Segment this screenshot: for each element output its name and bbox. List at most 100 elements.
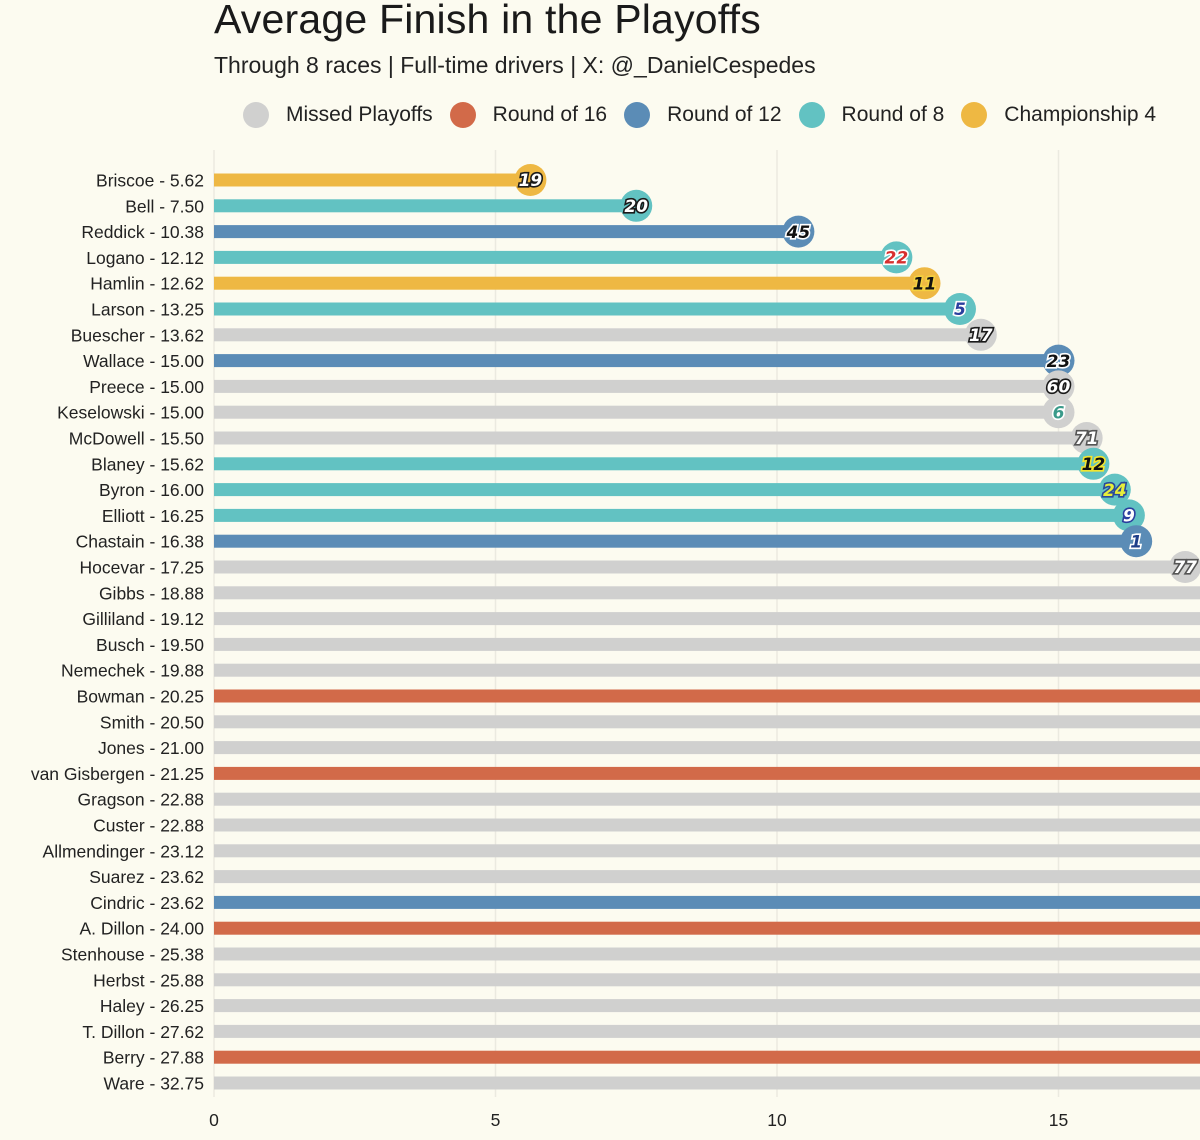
bar-a-dillon [214, 921, 1200, 935]
car-number-chastain: 1 [1130, 532, 1142, 552]
bar-row-hamlin: Hamlin - 12.62 11 [90, 267, 941, 300]
bar-row-chastain: Chastain - 16.38 1 [76, 525, 1153, 558]
car-number-badge-reddick [782, 215, 815, 248]
car-number-larson: 5 [954, 300, 966, 320]
bar-haley [214, 999, 1200, 1013]
y-label-nemechek: Nemechek - 19.88 [61, 661, 204, 681]
bar-row-briscoe: Briscoe - 5.62 19 [96, 164, 547, 196]
bar-nemechek [214, 663, 1200, 677]
bar-row-busch: Busch - 19.508 [96, 635, 1200, 655]
car-number-badge-preece [1042, 370, 1075, 403]
bar-herbst [214, 973, 1200, 987]
bar-wallace [214, 354, 1059, 368]
car-number-badge-hocevar [1169, 551, 1200, 583]
bar-row-gragson: Gragson - 22.884 [78, 790, 1200, 810]
car-number-badge-larson [943, 293, 976, 325]
x-tick-label-10: 10 [767, 1110, 787, 1130]
bar-row-a-dillon: A. Dillon - 24.003 [79, 919, 1200, 939]
chart-title: Average Finish in the Playoffs [214, 0, 761, 42]
y-label-byron: Byron - 16.00 [99, 480, 204, 500]
bar-row-t-dillon: T. Dillon - 27.6210 [82, 1022, 1200, 1042]
bar-row-ware: Ware - 32.7551 [103, 1074, 1200, 1094]
legend-swatch-championship-4 [961, 102, 988, 128]
legend-item-championship-4: Championship 4 [961, 102, 1156, 128]
bar-hamlin [214, 276, 925, 290]
y-label-larson: Larson - 13.25 [91, 300, 204, 320]
y-label-allmendinger: Allmendinger - 23.12 [43, 841, 204, 861]
bar-row-reddick: Reddick - 10.38 45 [81, 215, 815, 248]
legend-label-championship-4: Championship 4 [1004, 103, 1157, 126]
y-label-gibbs: Gibbs - 18.88 [99, 583, 204, 603]
legend-item-missed: Missed Playoffs [243, 102, 433, 128]
legend-item-round-of-16: Round of 16 [449, 102, 607, 128]
car-number-bell: 20 [624, 197, 648, 217]
bar-mcdowell [214, 431, 1087, 445]
bar-cindric [214, 895, 1200, 909]
bar-row-logano: Logano - 12.12 22 [86, 241, 913, 274]
legend-swatch-round-of-12 [624, 102, 651, 128]
x-tick-label-0: 0 [209, 1110, 219, 1130]
car-number-badge-byron [1098, 473, 1131, 506]
bar-row-van-gisbergen: van Gisbergen - 21.2588 [31, 764, 1200, 784]
bar-chastain [214, 534, 1137, 548]
bar-van-gisbergen [214, 766, 1200, 780]
bar-custer [214, 818, 1200, 832]
car-number-mcdowell: 71 [1075, 429, 1099, 449]
y-label-smith: Smith - 20.50 [100, 712, 204, 732]
legend-swatch-missed [243, 102, 269, 128]
bar-byron [214, 483, 1115, 497]
y-label-bell: Bell - 7.50 [125, 196, 204, 216]
bar-row-berry: Berry - 27.8821 [103, 1048, 1200, 1068]
car-number-blaney: 12 [1082, 455, 1106, 475]
car-number-byron: 24 [1103, 481, 1127, 501]
car-number-badge-blaney [1077, 447, 1110, 480]
legend-swatch-round-of-8 [798, 102, 825, 128]
y-label-van-gisbergen: van Gisbergen - 21.25 [31, 764, 204, 784]
bar-gragson [214, 792, 1200, 806]
car-number-badge-hamlin [908, 267, 941, 300]
bar-berry [214, 1050, 1200, 1064]
bar-elliott [214, 508, 1129, 522]
car-number-badge-buescher [964, 318, 997, 351]
bar-row-allmendinger: Allmendinger - 23.1216 [43, 841, 1200, 861]
bar-jones [214, 741, 1200, 755]
car-number-badge-bell [620, 189, 653, 222]
car-number-badge-briscoe [514, 164, 547, 196]
bar-stenhouse [214, 947, 1200, 961]
chart-subtitle: Through 8 races | Full-time drivers | X:… [214, 52, 816, 78]
car-number-keselowski: 6 [1053, 403, 1065, 423]
bar-buescher [214, 328, 981, 342]
bar-row-elliott: Elliott - 16.25 9 [102, 499, 1145, 532]
car-number-badge-keselowski [1042, 396, 1075, 429]
y-label-ware: Ware - 32.75 [103, 1074, 204, 1094]
bar-row-custer: Custer - 22.8841 [93, 816, 1200, 836]
car-number-badge-logano [880, 241, 913, 274]
y-label-wallace: Wallace - 15.00 [83, 351, 204, 371]
bar-hocevar [214, 560, 1186, 574]
y-label-busch: Busch - 19.50 [96, 635, 204, 655]
car-number-buescher: 17 [969, 326, 993, 346]
bar-row-bell: Bell - 7.50 20 [125, 189, 653, 222]
bar-row-haley: Haley - 26.257 [100, 996, 1200, 1016]
bar-busch [214, 637, 1200, 651]
bar-t-dillon [214, 1024, 1200, 1038]
y-label-briscoe: Briscoe - 5.62 [96, 171, 204, 191]
bar-blaney [214, 457, 1094, 471]
car-number-badge-chastain [1120, 525, 1153, 558]
bar-logano [214, 250, 897, 264]
legend-swatch-round-of-16 [449, 102, 476, 128]
y-label-stenhouse: Stenhouse - 25.38 [61, 945, 204, 965]
bar-row-blaney: Blaney - 15.62 12 [91, 447, 1110, 480]
car-number-elliott: 9 [1123, 507, 1135, 527]
y-label-hocevar: Hocevar - 17.25 [79, 558, 204, 578]
car-number-briscoe: 19 [519, 171, 543, 191]
bar-bowman [214, 689, 1200, 703]
bar-row-smith: Smith - 20.5038 [100, 712, 1200, 732]
car-number-logano: 22 [885, 249, 909, 269]
bar-row-herbst: Herbst - 25.8835 [93, 970, 1200, 990]
legend-label-round-of-8: Round of 8 [841, 103, 945, 126]
bar-row-larson: Larson - 13.25 5 [91, 293, 976, 325]
bar-row-mcdowell: McDowell - 15.50 71 [69, 422, 1103, 454]
car-number-reddick: 45 [786, 223, 811, 243]
bar-keselowski [214, 405, 1059, 419]
